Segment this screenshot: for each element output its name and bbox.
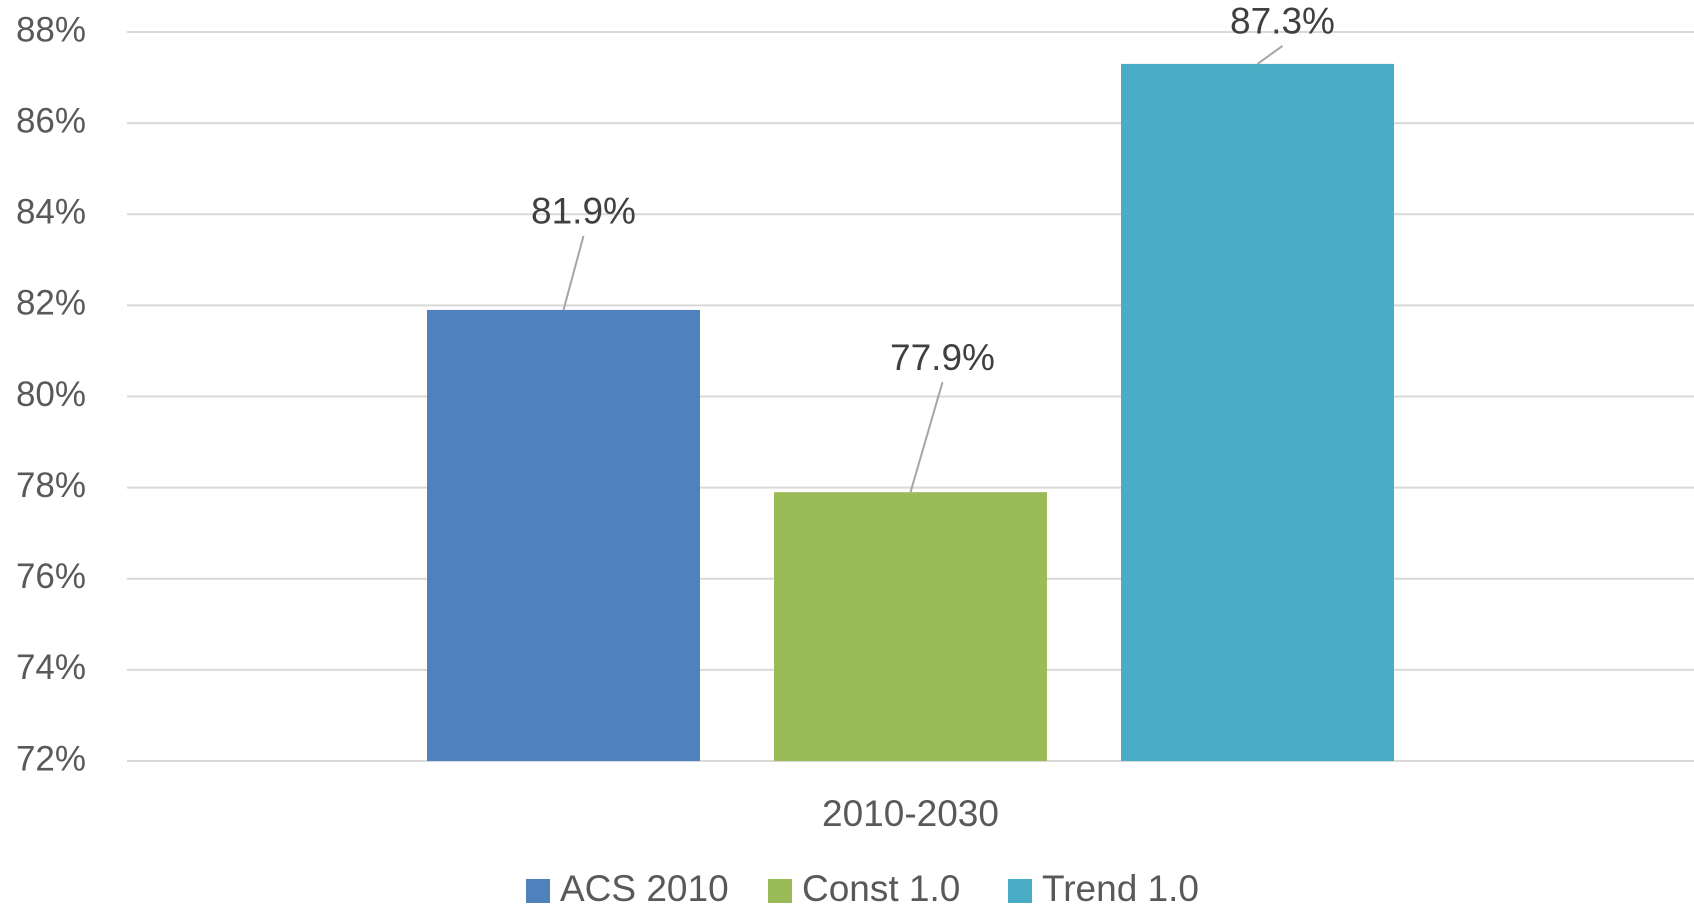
data-label: 81.9% xyxy=(531,191,636,232)
y-tick-label: 88% xyxy=(16,10,86,49)
data-label: 87.3% xyxy=(1230,1,1335,42)
y-tick-label: 82% xyxy=(16,284,86,323)
bar xyxy=(427,309,700,761)
leader-line xyxy=(909,381,944,493)
y-tick-label: 78% xyxy=(16,466,86,505)
legend-label: Const 1.0 xyxy=(802,868,960,909)
legend-swatch xyxy=(768,879,792,903)
y-tick-label: 74% xyxy=(16,648,86,687)
data-label: 77.9% xyxy=(890,337,995,378)
legend-label: ACS 2010 xyxy=(560,868,729,909)
leader-line xyxy=(562,235,585,311)
bar xyxy=(1121,63,1394,762)
y-tick-label: 80% xyxy=(16,375,86,414)
legend-swatch xyxy=(526,879,550,903)
x-tick-label: 2010-2030 xyxy=(822,793,999,834)
y-tick-label: 72% xyxy=(16,739,86,778)
y-tick-label: 86% xyxy=(16,101,86,140)
legend-swatch xyxy=(1008,879,1032,903)
y-tick-label: 84% xyxy=(16,193,86,232)
legend-label: Trend 1.0 xyxy=(1042,868,1199,909)
leader-line xyxy=(1256,45,1284,65)
bar xyxy=(774,492,1047,761)
y-tick-label: 76% xyxy=(16,557,86,596)
